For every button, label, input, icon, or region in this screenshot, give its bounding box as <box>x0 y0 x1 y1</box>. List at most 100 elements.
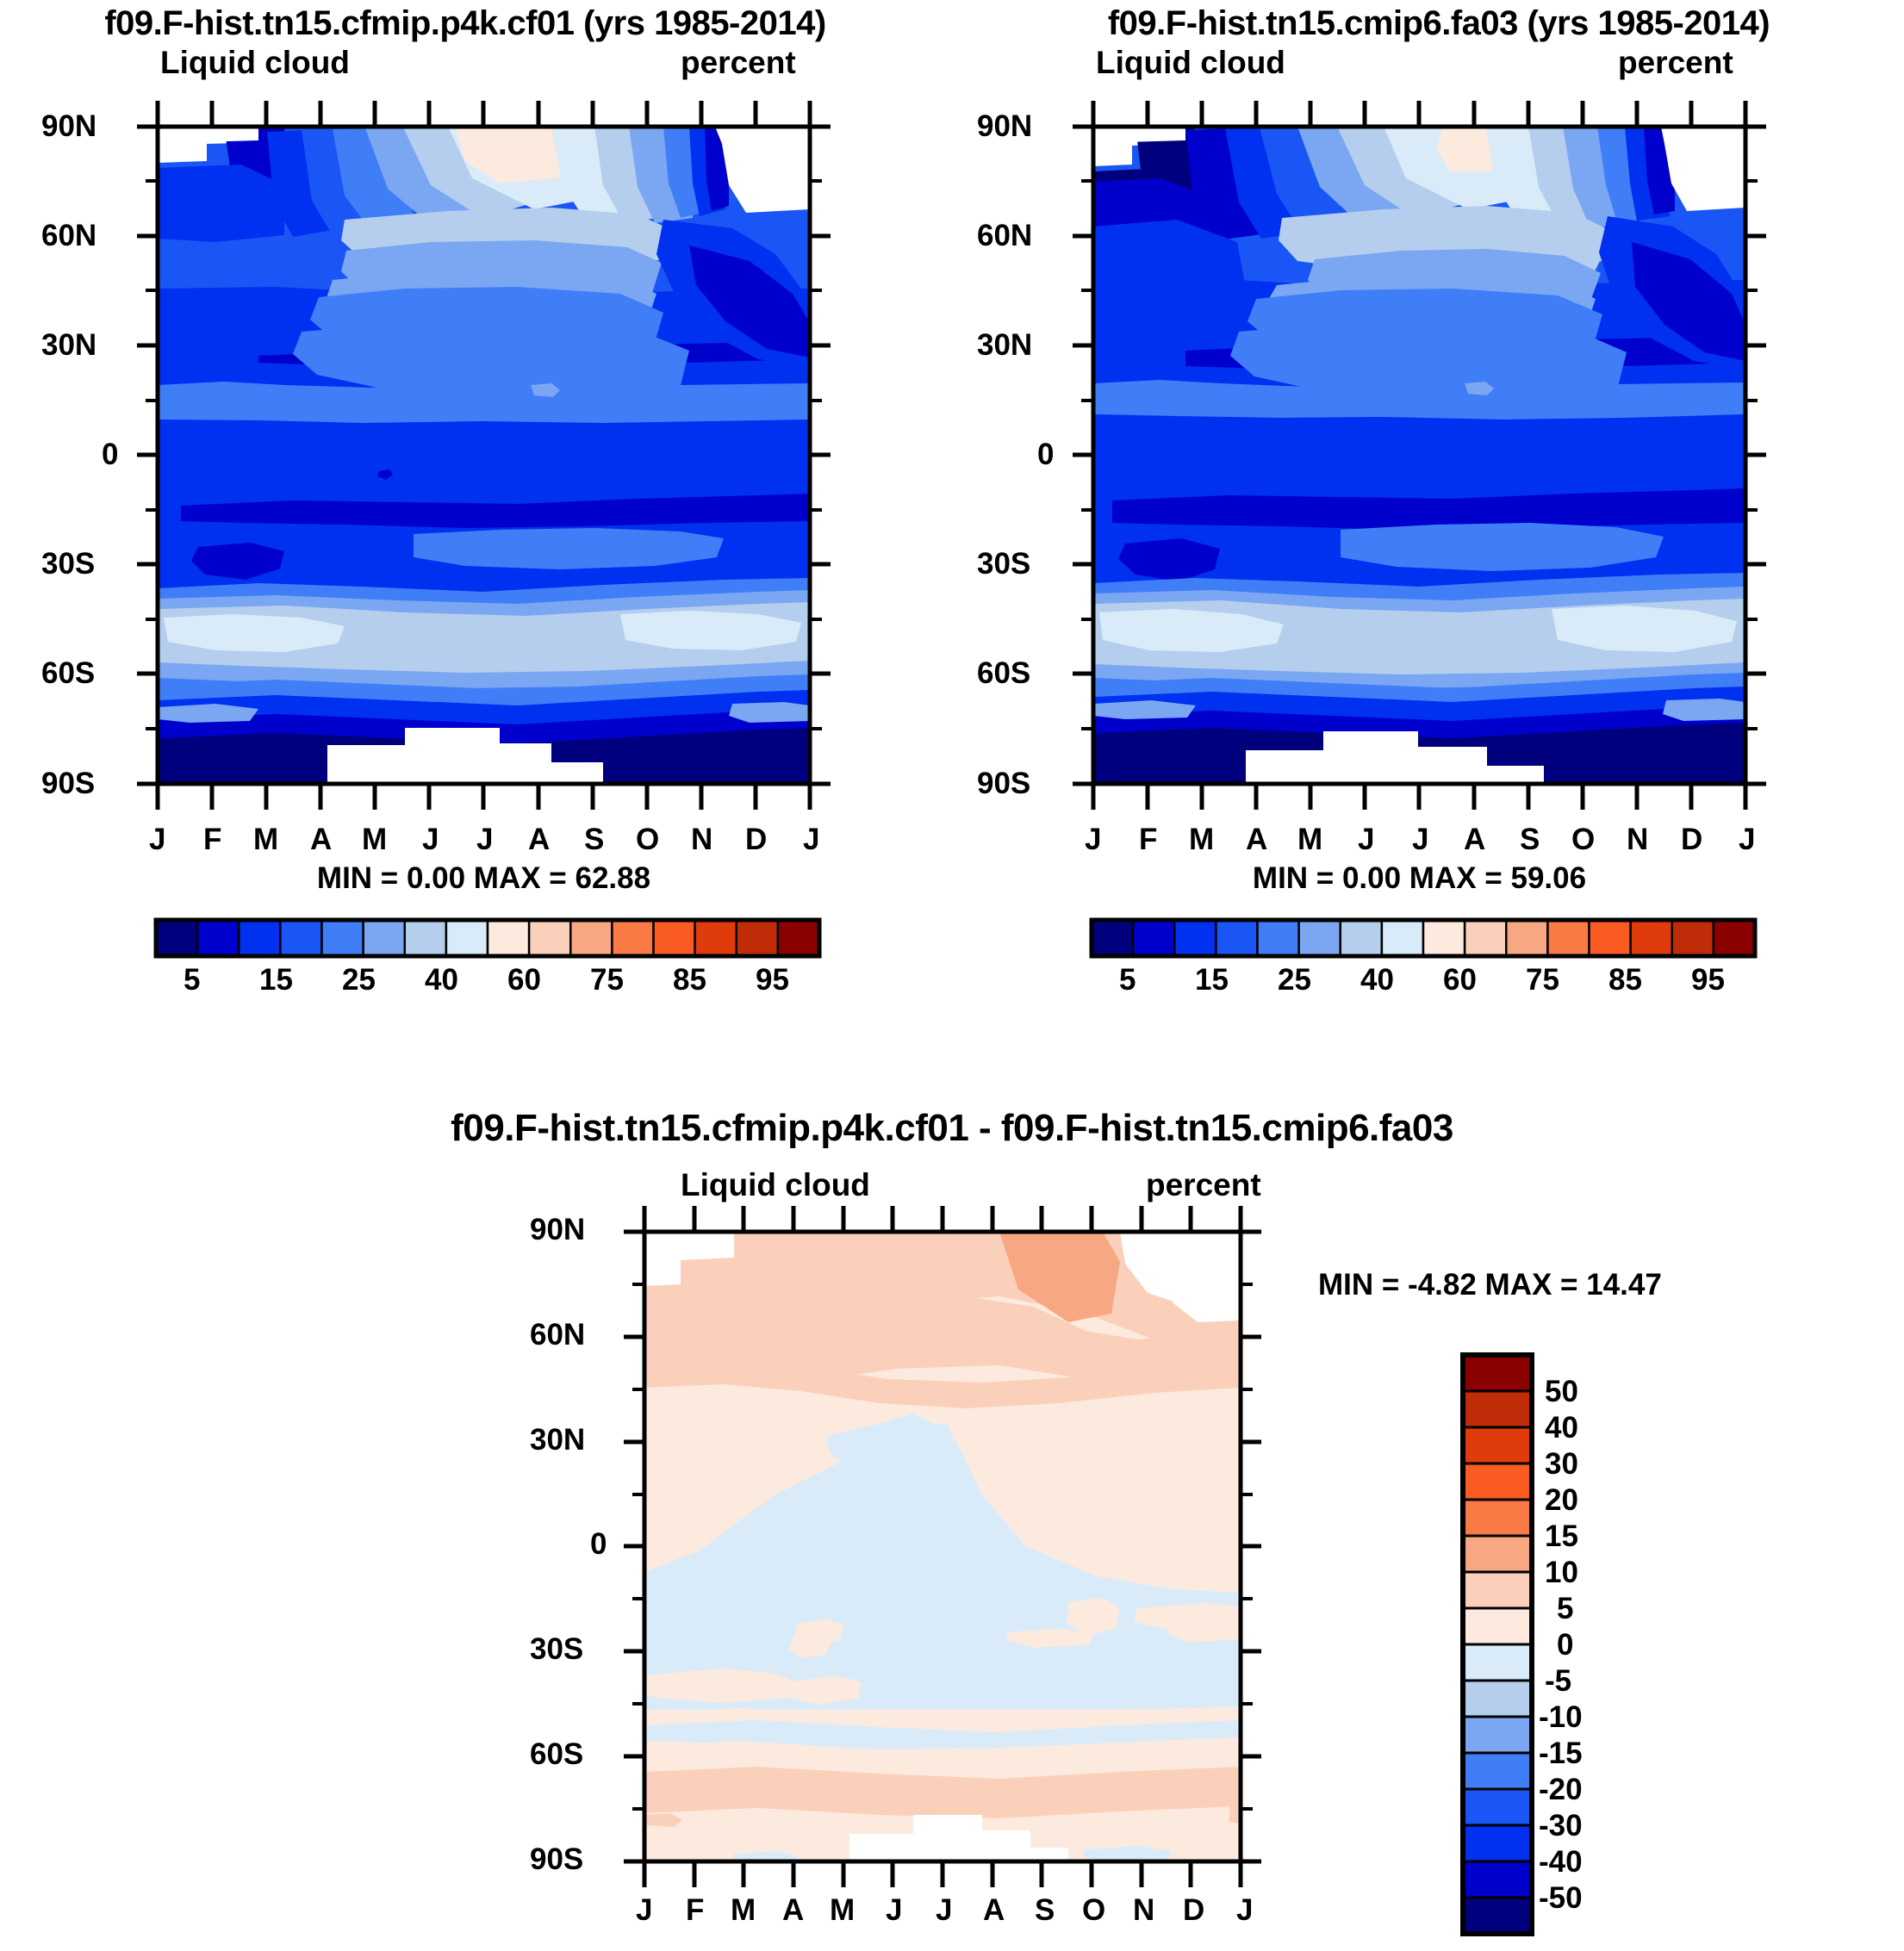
panel-diff-plot <box>624 1206 1261 1887</box>
panel-right-ytick-30S: 30S <box>977 547 1031 581</box>
cbar-left-label-5: 75 <box>590 963 624 997</box>
colorbar-diff-swatch <box>1461 1787 1534 1827</box>
panel-right-xtick-5: J <box>1358 823 1375 856</box>
colorbar-right-swatch <box>1215 918 1259 958</box>
colorbar-left-swatch <box>445 918 489 958</box>
panel-left-xtick-1: F <box>203 823 222 856</box>
panel-right-title: f09.F-hist.tn15.cmip6.fa03 (yrs 1985-201… <box>1107 4 1770 42</box>
panel-right-xtick-12: J <box>1739 823 1756 856</box>
panel-diff-contours <box>644 1232 1241 1861</box>
cbar-diff-label-12: -30 <box>1539 1809 1583 1842</box>
panel-left-ytick-90N: 90N <box>41 109 97 143</box>
cbar-diff-label-11: -20 <box>1539 1773 1583 1806</box>
cbar-diff-label-13: -40 <box>1539 1845 1583 1879</box>
panel-right-xtick-10: N <box>1627 823 1649 856</box>
colorbar-right-swatch <box>1131 918 1176 958</box>
panel-left-ytick-60S: 60S <box>41 656 96 690</box>
panel-left-ytick-0: 0 <box>102 438 119 471</box>
panel-left-units-label: percent <box>681 45 796 80</box>
colorbar-left-swatch <box>320 918 364 958</box>
panel-right-ytick-90N: 90N <box>977 109 1033 143</box>
colorbar-diff-swatch <box>1461 1570 1534 1610</box>
panel-right-colorbar <box>1089 917 1758 959</box>
panel-left-xtick-8: S <box>584 823 605 856</box>
panel-right-xtick-9: O <box>1571 823 1596 856</box>
cbar-diff-label-3: 20 <box>1545 1483 1578 1517</box>
panel-diff-ytick-90N: 90N <box>530 1213 586 1246</box>
panel-diff-colorbar <box>1460 1352 1534 1936</box>
colorbar-left-swatch <box>403 918 448 958</box>
colorbar-diff-swatch <box>1461 1389 1534 1429</box>
cbar-diff-label-5: 10 <box>1545 1556 1578 1589</box>
cbar-diff-label-6: 5 <box>1557 1592 1574 1625</box>
colorbar-right-swatch <box>1339 918 1384 958</box>
colorbar-left-swatch <box>694 918 738 958</box>
cbar-left-label-3: 40 <box>425 963 458 997</box>
panel-right-xtick-2: M <box>1189 823 1215 856</box>
colorbar-left-swatch <box>196 918 240 958</box>
panel-diff-xtick-11: D <box>1183 1893 1205 1927</box>
panel-diff-variable-label: Liquid cloud <box>681 1167 870 1202</box>
colorbar-right-swatch <box>1297 918 1342 958</box>
panel-right-ytick-30N: 30N <box>977 328 1033 362</box>
colorbar-diff-swatch <box>1461 1751 1534 1791</box>
panel-right-ticks <box>1073 101 1766 810</box>
panel-diff-xtick-4: M <box>830 1893 856 1927</box>
colorbar-right-swatch <box>1256 918 1300 958</box>
panel-right-xtick-8: S <box>1520 823 1540 856</box>
colorbar-right-swatch <box>1422 918 1466 958</box>
panel-left-xtick-7: A <box>528 823 551 856</box>
colorbar-diff-swatch <box>1461 1643 1534 1682</box>
colorbar-diff-swatch <box>1461 1353 1534 1393</box>
cbar-left-label-2: 25 <box>342 963 376 997</box>
colorbar-right-swatch <box>1546 918 1590 958</box>
panel-left-contours <box>158 127 810 784</box>
panel-left-xtick-2: M <box>253 823 279 856</box>
cbar-right-label-4: 60 <box>1443 963 1477 997</box>
cbar-diff-label-4: 15 <box>1545 1519 1578 1553</box>
panel-right-ytick-90S: 90S <box>977 767 1031 800</box>
cbar-right-label-0: 5 <box>1119 963 1136 997</box>
panel-right-units-label: percent <box>1618 45 1733 80</box>
panel-left-xtick-5: J <box>422 823 439 856</box>
colorbar-diff-swatch <box>1461 1860 1534 1899</box>
colorbar-diff-swatch <box>1461 1498 1534 1538</box>
panel-right-xtick-7: A <box>1464 823 1486 856</box>
cbar-right-label-6: 85 <box>1608 963 1642 997</box>
cbar-right-label-1: 15 <box>1195 963 1229 997</box>
colorbar-right-swatch <box>1505 918 1549 958</box>
colorbar-right-swatch <box>1173 918 1217 958</box>
cbar-diff-label-8: -5 <box>1545 1664 1572 1698</box>
cbar-diff-label-7: 0 <box>1557 1628 1574 1662</box>
panel-right-ytick-60N: 60N <box>977 219 1033 252</box>
panel-diff-ticks <box>624 1206 1261 1887</box>
cbar-right-label-3: 40 <box>1360 963 1394 997</box>
colorbar-right-swatch <box>1671 918 1715 958</box>
cbar-diff-label-9: -10 <box>1539 1700 1583 1734</box>
colorbar-left-swatch <box>486 918 531 958</box>
colorbar-diff-swatch <box>1461 1896 1534 1935</box>
colorbar-left-swatch <box>611 918 655 958</box>
panel-left-xtick-10: N <box>691 823 713 856</box>
cbar-right-label-5: 75 <box>1526 963 1559 997</box>
panel-right-minmax: MIN = 0.00 MAX = 59.06 <box>1252 861 1587 895</box>
panel-left-ytick-60N: 60N <box>41 219 97 252</box>
cbar-right-label-7: 95 <box>1691 963 1725 997</box>
panel-diff-xtick-9: O <box>1082 1893 1106 1927</box>
colorbar-left-swatch <box>652 918 696 958</box>
colorbar-right-swatch <box>1588 918 1632 958</box>
cbar-diff-label-10: -15 <box>1539 1737 1583 1770</box>
panel-diff-xtick-5: J <box>886 1893 903 1927</box>
panel-diff-ytick-60S: 60S <box>530 1737 584 1771</box>
panel-diff-ytick-90S: 90S <box>530 1842 584 1876</box>
cbar-left-label-6: 85 <box>673 963 706 997</box>
panel-diff-xtick-0: J <box>636 1893 653 1927</box>
panel-left-plot <box>137 101 831 810</box>
panel-left-minmax: MIN = 0.00 MAX = 62.88 <box>316 861 651 895</box>
colorbar-left-swatch <box>279 918 323 958</box>
panel-left-xtick-12: J <box>803 823 820 856</box>
colorbar-right-swatch <box>1090 918 1135 958</box>
panel-diff-xtick-3: A <box>782 1893 805 1927</box>
panel-right-ytick-60S: 60S <box>977 656 1031 690</box>
panel-right-plot <box>1073 101 1766 810</box>
